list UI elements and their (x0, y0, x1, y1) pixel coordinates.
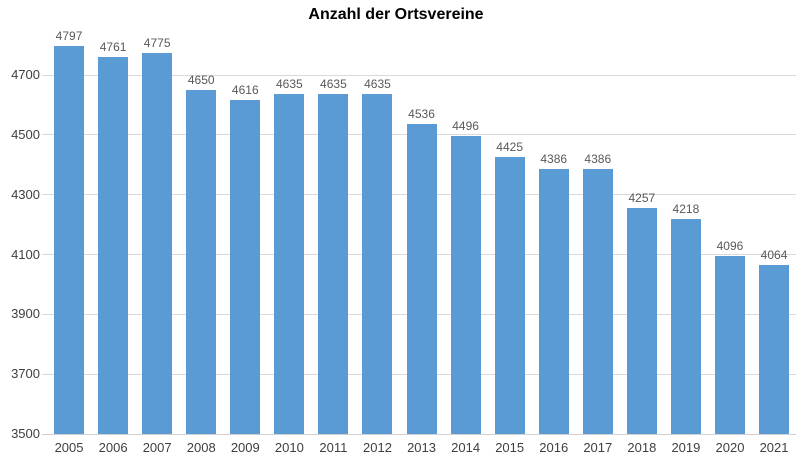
x-axis-tick-label: 2011 (319, 440, 348, 455)
y-axis-tick-label: 3900 (11, 306, 40, 322)
bar (582, 168, 613, 434)
bar-slot: 4650 (179, 40, 223, 434)
bar-value-label: 4797 (55, 28, 83, 43)
x-axis-tick-label: 2020 (715, 440, 745, 455)
gridline (42, 74, 796, 76)
bar-value-label: 4096 (716, 238, 744, 253)
bar-value-label: 4635 (275, 77, 303, 92)
bar-value-label: 4386 (584, 151, 612, 166)
bar (538, 168, 569, 434)
bar-slot: 4775 (135, 36, 179, 434)
bar-value-label: 4616 (231, 83, 259, 98)
bar-slot: 4797 (47, 29, 91, 434)
bar (230, 100, 261, 434)
bar-slot: 4496 (444, 40, 488, 434)
y-axis-tick-label: 3500 (11, 426, 40, 441)
bar-slot: 4635 (311, 40, 355, 434)
x-axis-tick-label: 2010 (274, 440, 304, 455)
bar (362, 94, 393, 434)
bar (450, 136, 481, 434)
bar-value-label: 4761 (99, 39, 127, 54)
bar-value-label: 4425 (496, 140, 523, 155)
bar (406, 124, 437, 434)
bar-value-label: 4386 (540, 151, 568, 166)
bar-slot: 4064 (752, 40, 796, 434)
bar-slot: 4386 (532, 40, 576, 434)
plot-area: 4797 4761 4775 4650 4616 4635 4635 4635 4536 4496… (42, 29, 796, 435)
bar (54, 45, 85, 434)
x-axis-tick-label: 2019 (671, 440, 701, 455)
bar-slot: 4425 (488, 40, 532, 434)
bar (98, 56, 129, 434)
bar-value-label: 4218 (672, 202, 700, 217)
y-axis-tick-label: 4500 (11, 126, 40, 142)
bar (759, 265, 790, 434)
y-axis-tick-label: 3700 (11, 366, 40, 382)
bar (318, 94, 349, 434)
bar-slot: 4386 (576, 40, 620, 434)
bar-slot: 4218 (664, 40, 708, 434)
x-axis-tick-label: 2008 (186, 440, 216, 455)
bar-value-label: 4775 (143, 35, 171, 50)
x-axis-tick-label: 2015 (495, 440, 525, 455)
y-axis: 4700 4500 4300 4100 3900 3700 3500 (0, 40, 40, 441)
x-axis-tick-label: 2009 (230, 440, 260, 455)
bar (142, 52, 173, 434)
bar-slot: 4761 (91, 40, 135, 434)
x-axis-tick-label: 2016 (539, 440, 569, 455)
y-axis-tick-label: 4100 (11, 246, 40, 262)
bar-value-label: 4496 (452, 119, 479, 134)
bar (714, 255, 745, 434)
bar (186, 89, 217, 434)
x-axis-tick-label: 2013 (407, 440, 436, 455)
y-axis-tick-label: 4700 (11, 67, 40, 82)
bars-group: 4797 4761 4775 4650 4616 4635 4635 4635 4536 4496… (47, 29, 796, 434)
bar-value-label: 4064 (760, 248, 788, 263)
bar (670, 219, 701, 434)
x-axis-tick-label: 2012 (363, 440, 392, 455)
x-axis-tick-label: 2021 (759, 440, 789, 455)
bar-value-label: 4536 (408, 107, 435, 122)
bar-slot: 4536 (400, 40, 444, 434)
y-axis-tick-label: 4300 (11, 186, 40, 202)
chart-title: Anzahl der Ortsvereine (308, 6, 484, 23)
bar-value-label: 4257 (628, 190, 656, 205)
bar-value-label: 4650 (187, 72, 215, 87)
bar-slot: 4257 (620, 40, 664, 434)
bar-slot: 4616 (223, 40, 267, 434)
bar-value-label: 4635 (364, 77, 391, 92)
x-axis-line (42, 433, 796, 435)
bar-slot: 4096 (708, 40, 752, 434)
bar (626, 207, 657, 434)
bar (274, 94, 305, 434)
bar-value-label: 4635 (320, 77, 347, 92)
bar-slot: 4635 (267, 40, 311, 434)
bar (494, 157, 525, 434)
bar-slot: 4635 (355, 40, 399, 434)
x-axis-tick-label: 2006 (98, 440, 128, 455)
x-axis-tick-label: 2007 (142, 440, 172, 455)
x-axis-tick-label: 2014 (451, 440, 481, 455)
x-axis-tick-label: 2018 (627, 440, 657, 455)
x-axis-tick-label: 2005 (54, 440, 84, 455)
x-axis: 2005 2006 2007 2008 2009 2010 2011 2012 2013 2014… (47, 440, 796, 456)
x-axis-tick-label: 2017 (583, 440, 613, 455)
